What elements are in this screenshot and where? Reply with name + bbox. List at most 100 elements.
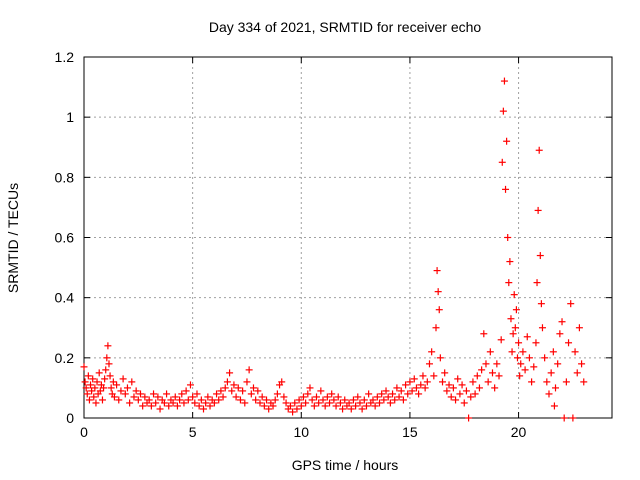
data-point: [573, 369, 581, 377]
data-point: [435, 306, 443, 314]
data-point: [92, 399, 100, 407]
data-point: [535, 146, 543, 154]
data-point: [269, 402, 277, 410]
data-point: [378, 390, 386, 398]
data-point: [136, 390, 144, 398]
y-tick-label: 0.2: [55, 350, 75, 366]
data-point: [525, 354, 533, 362]
data-point: [273, 390, 281, 398]
data-point: [186, 381, 194, 389]
data-point: [228, 387, 236, 395]
data-point: [505, 279, 513, 287]
data-point: [278, 378, 286, 386]
data-point: [113, 381, 121, 389]
data-point: [312, 393, 320, 401]
data-point: [150, 390, 158, 398]
data-point: [509, 330, 517, 338]
data-point: [302, 399, 310, 407]
data-point: [117, 387, 125, 395]
data-point: [491, 384, 499, 392]
data-point: [130, 393, 138, 401]
data-point: [575, 324, 583, 332]
data-point: [134, 396, 142, 404]
data-point: [495, 372, 503, 380]
data-point: [389, 390, 397, 398]
data-point: [516, 372, 524, 380]
data-point: [286, 402, 294, 410]
data-point: [123, 384, 131, 392]
data-point: [356, 399, 364, 407]
data-point: [439, 378, 447, 386]
data-point: [500, 77, 508, 85]
data-point: [410, 375, 418, 383]
y-tick-label: 0.6: [55, 230, 75, 246]
data-point: [497, 336, 505, 344]
data-point: [160, 399, 168, 407]
data-point: [282, 399, 290, 407]
data-point: [200, 405, 208, 413]
data-point: [83, 390, 91, 398]
data-point: [376, 399, 384, 407]
data-point: [434, 288, 442, 296]
data-point: [321, 402, 329, 410]
data-point: [107, 384, 115, 392]
plot-frame: [83, 56, 613, 419]
data-point: [423, 378, 431, 386]
data-point: [82, 384, 90, 392]
data-point: [182, 387, 190, 395]
data-point: [560, 414, 568, 422]
data-point: [482, 360, 490, 368]
data-point: [432, 324, 440, 332]
y-tick-label: 1.2: [55, 49, 75, 65]
data-point: [511, 324, 519, 332]
data-point: [460, 399, 468, 407]
data-point: [180, 399, 188, 407]
data-point: [471, 390, 479, 398]
data-point: [382, 387, 390, 395]
y-tick-label: 0.4: [55, 290, 75, 306]
data-point: [462, 387, 470, 395]
data-point: [360, 396, 368, 404]
data-point: [80, 363, 88, 371]
data-point: [249, 384, 257, 392]
data-point: [465, 414, 473, 422]
data-point: [473, 372, 481, 380]
data-point: [221, 384, 229, 392]
x-tick-label: 15: [402, 424, 418, 440]
data-point: [306, 384, 314, 392]
data-point: [263, 396, 271, 404]
x-tick-label: 20: [511, 424, 527, 440]
data-point: [408, 387, 416, 395]
data-point: [373, 393, 381, 401]
data-point: [293, 405, 301, 413]
data-point: [523, 333, 531, 341]
data-point: [558, 318, 566, 326]
data-point: [297, 402, 305, 410]
data-point: [569, 414, 577, 422]
data-point: [536, 252, 544, 260]
data-point: [475, 384, 483, 392]
data-point: [105, 360, 113, 368]
data-point: [528, 378, 536, 386]
data-point: [91, 384, 99, 392]
data-point: [467, 393, 475, 401]
data-point: [295, 396, 303, 404]
data-point: [104, 342, 112, 350]
data-point: [449, 384, 457, 392]
data-point: [458, 381, 466, 389]
data-point: [550, 402, 558, 410]
data-point: [197, 396, 205, 404]
data-point: [100, 384, 108, 392]
data-point: [562, 378, 570, 386]
data-point: [154, 393, 162, 401]
data-point: [232, 393, 240, 401]
data-point: [519, 348, 527, 356]
data-point: [567, 300, 575, 308]
data-point: [486, 348, 494, 356]
data-point: [217, 387, 225, 395]
data-point: [549, 348, 557, 356]
data-point: [289, 408, 297, 416]
data-point: [115, 396, 123, 404]
data-point: [498, 158, 506, 166]
data-point: [380, 396, 388, 404]
